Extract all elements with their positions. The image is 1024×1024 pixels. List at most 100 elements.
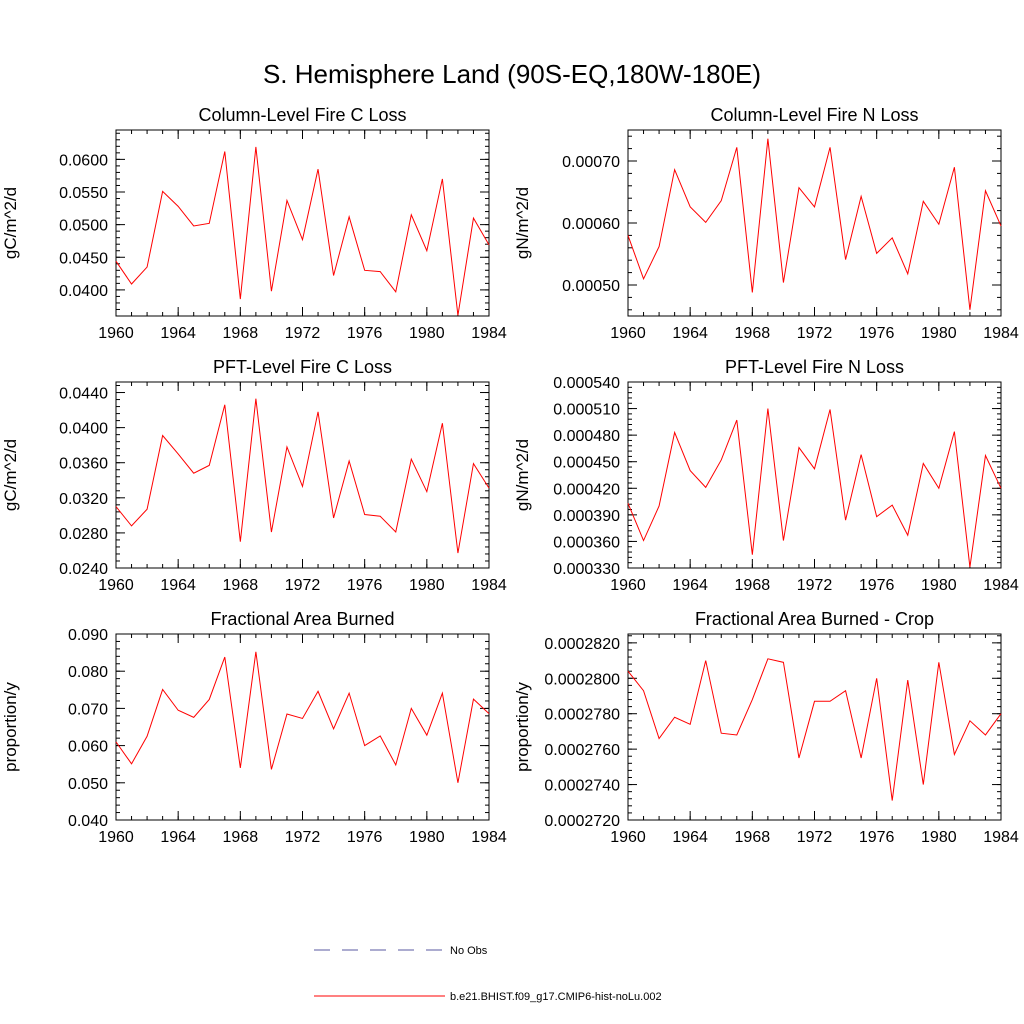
data-point (411, 459, 412, 460)
data-point (705, 660, 706, 661)
data-point (131, 763, 132, 764)
y-tick-label: 0.0240 (59, 561, 108, 578)
data-point (721, 200, 722, 201)
x-tick-label: 1960 (98, 325, 134, 342)
data-point (938, 224, 939, 225)
data-point (488, 488, 489, 489)
data-point (286, 446, 287, 447)
data-point (736, 419, 737, 420)
figure-title: S. Hemisphere Land (90S-EQ,180W-180E) (263, 59, 761, 89)
y-tick-label: 0.000540 (553, 375, 620, 392)
data-point (131, 283, 132, 284)
data-point (457, 552, 458, 553)
data-point (115, 741, 116, 742)
data-point (364, 514, 365, 515)
data-point (736, 147, 737, 148)
y-tick-label: 0.0400 (59, 421, 108, 438)
data-point (209, 699, 210, 700)
data-point (674, 169, 675, 170)
data-point (146, 509, 147, 510)
data-point (658, 738, 659, 739)
y-tick-label: 0.000390 (553, 508, 620, 525)
data-point (209, 465, 210, 466)
data-point (240, 541, 241, 542)
x-tick-label: 1980 (409, 325, 445, 342)
data-point (907, 273, 908, 274)
x-tick-label: 1968 (223, 325, 259, 342)
y-tick-label: 0.00050 (562, 278, 620, 295)
series-line (115, 398, 490, 554)
data-point (364, 745, 365, 746)
x-tick-label: 1960 (98, 577, 134, 594)
x-tick-label: 1968 (223, 829, 259, 846)
data-point (380, 735, 381, 736)
data-point (488, 244, 489, 245)
x-tick-label: 1964 (672, 325, 708, 342)
x-tick-label: 1980 (921, 577, 957, 594)
panel-title: Fractional Area Burned - Crop (695, 609, 934, 629)
data-point (876, 678, 877, 679)
data-point (333, 517, 334, 518)
data-point (224, 656, 225, 657)
data-point (892, 237, 893, 238)
chart-panel-5: Fractional Area Burned proportion/y 1960 19… (1, 609, 507, 846)
data-point (178, 453, 179, 454)
x-tick-label: 1980 (921, 829, 957, 846)
data-point (643, 278, 644, 279)
y-tick-label: 0.050 (68, 776, 108, 793)
data-point (814, 206, 815, 207)
data-point (115, 261, 116, 262)
x-tick-label: 1960 (610, 325, 646, 342)
data-point (798, 447, 799, 448)
data-point (783, 662, 784, 663)
data-point (178, 710, 179, 711)
y-tick-label: 0.000450 (553, 455, 620, 472)
data-point (255, 651, 256, 652)
data-point (442, 178, 443, 179)
data-point (892, 800, 893, 801)
x-tick-label: 1976 (347, 325, 383, 342)
data-point (627, 235, 628, 236)
data-point (985, 455, 986, 456)
y-tick-label: 0.000480 (553, 428, 620, 445)
y-tick-label: 0.000360 (553, 534, 620, 551)
data-point (271, 531, 272, 532)
x-tick-label: 1984 (983, 325, 1019, 342)
data-point (752, 554, 753, 555)
y-tick-label: 0.0002820 (544, 636, 620, 653)
panel-title: Column-Level Fire C Loss (198, 105, 406, 125)
y-tick-label: 0.0002720 (544, 813, 620, 830)
x-tick-label: 1980 (921, 325, 957, 342)
data-point (907, 535, 908, 536)
plot-frame (627, 381, 1002, 569)
data-point (829, 701, 830, 702)
data-point (954, 167, 955, 168)
data-point (861, 196, 862, 197)
data-point (333, 275, 334, 276)
x-tick-label: 1972 (797, 325, 833, 342)
data-point (333, 728, 334, 729)
legend: No Obs b.e21.BHIST.f09_g17.CMIP6-hist-no… (314, 945, 662, 1003)
data-point (923, 463, 924, 464)
y-tick-label: 0.0002740 (544, 778, 620, 795)
chart-panel-2: Column-Level Fire N Loss gN/m^2/d 1960 1964… (513, 105, 1019, 342)
data-point (349, 460, 350, 461)
data-point (473, 463, 474, 464)
x-tick-label: 1980 (409, 829, 445, 846)
data-point (442, 693, 443, 694)
data-point (627, 671, 628, 672)
data-point (767, 658, 768, 659)
data-point (317, 169, 318, 170)
chart-panel-4: PFT-Level Fire N Loss gN/m^2/d 1960 1964 196… (513, 357, 1019, 594)
data-point (643, 690, 644, 691)
y-axis-label: gN/m^2/d (513, 439, 532, 511)
plot-frame (115, 381, 490, 569)
x-tick-label: 1964 (160, 325, 196, 342)
x-tick-label: 1984 (983, 829, 1019, 846)
series-line (115, 146, 490, 316)
data-point (380, 271, 381, 272)
data-point (798, 187, 799, 188)
data-point (721, 459, 722, 460)
data-point (969, 567, 970, 568)
